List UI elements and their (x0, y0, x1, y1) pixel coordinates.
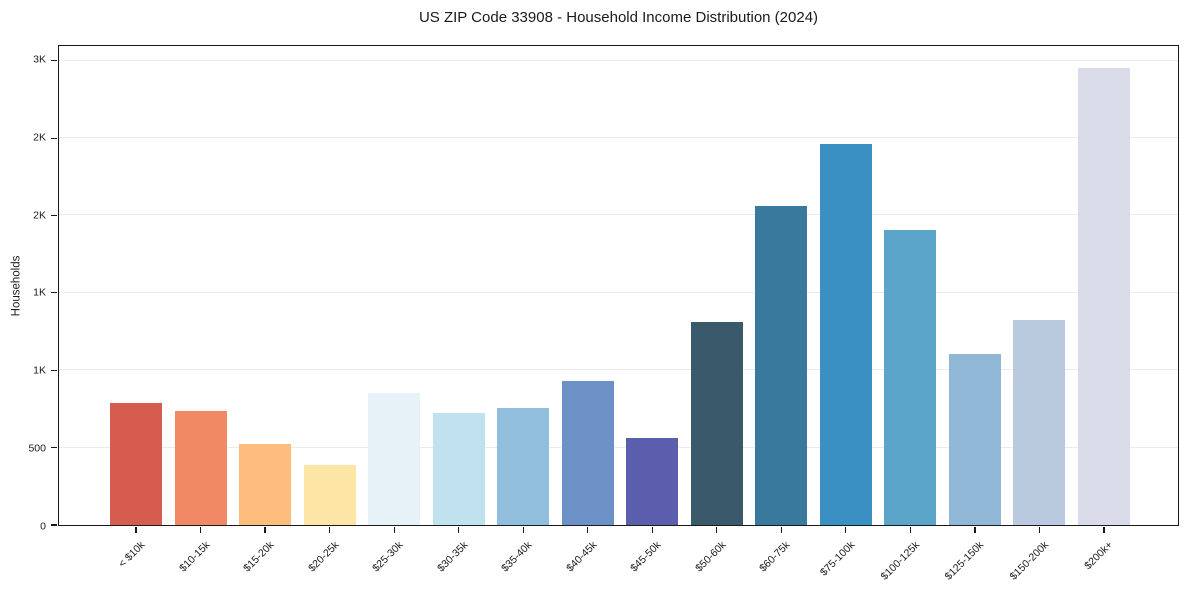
y-tick-mark (51, 292, 57, 294)
y-tick-label: 1K (33, 364, 46, 377)
y-tick-mark (51, 60, 57, 62)
x-tick-mark (1103, 527, 1105, 533)
y-tick-mark (51, 214, 57, 217)
y-tick-mark (51, 524, 57, 526)
x-tick-mark (458, 527, 460, 533)
bar-40-45k (561, 381, 614, 525)
x-tick-mark (845, 527, 847, 533)
bar-30-35k (432, 413, 485, 525)
x-tick-mark (522, 527, 524, 533)
x-tick-mark (264, 527, 266, 533)
x-tick-mark (909, 527, 911, 533)
bar-60-75k (755, 206, 808, 525)
chart-title: US ZIP Code 33908 - Household Income Dis… (418, 9, 819, 26)
bar-25-30k (368, 393, 421, 525)
x-tick-mark (587, 527, 589, 533)
bar-150-200k (1013, 320, 1066, 525)
gridline (59, 446, 1178, 448)
gridline (59, 137, 1178, 139)
gridline (59, 369, 1178, 371)
bar-200k (1077, 67, 1130, 525)
y-tick-mark (51, 137, 57, 139)
bar-10k (110, 403, 162, 525)
x-tick-mark (199, 527, 202, 533)
bar-75-100k (819, 143, 872, 525)
y-axis-ticks: 0 500 1K 1K 2K 2K 3K (0, 45, 58, 531)
bar-100-125k (884, 229, 937, 525)
bar-45-50k (626, 438, 679, 525)
x-tick-mark (328, 527, 331, 533)
y-tick-label: 500 (28, 442, 46, 455)
y-tick-label: 0 (40, 519, 46, 532)
bar-10-15k (174, 411, 227, 525)
gridline (59, 291, 1178, 293)
x-tick-mark (716, 527, 718, 533)
y-tick-label: 1K (33, 286, 46, 299)
bar-125-150k (948, 354, 1001, 525)
x-tick-mark (651, 527, 653, 533)
y-tick-label: 3K (33, 53, 46, 66)
x-tick-mark (1038, 527, 1041, 533)
x-tick-mark (135, 527, 137, 533)
bar-15-20k (239, 444, 292, 525)
y-tick-label: 2K (33, 208, 46, 221)
x-tick-mark (393, 527, 395, 533)
bar-50-60k (690, 321, 743, 525)
gridline (59, 214, 1178, 216)
y-tick-label: 2K (33, 131, 46, 144)
plot-area (51, 45, 1179, 533)
y-tick-mark (51, 369, 57, 371)
bar-35-40k (497, 408, 550, 525)
x-tick-mark (780, 527, 782, 533)
x-tick-mark (974, 527, 976, 533)
x-axis-ticks: < $10k $10-15k $15-20k $20-25k $25-30k $30-35… (116, 539, 1116, 583)
gridline (59, 59, 1178, 61)
y-tick-mark (51, 447, 57, 449)
bar-20-25k (303, 465, 356, 525)
